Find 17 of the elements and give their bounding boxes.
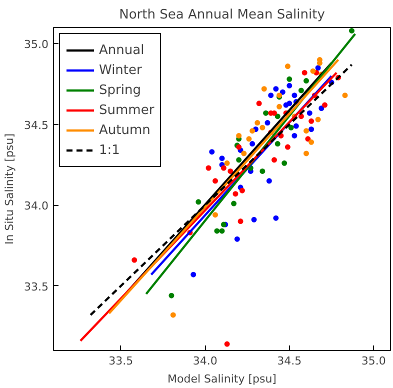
x-tick-label: 34.0 xyxy=(192,354,218,368)
y-tick-label: 34.5 xyxy=(24,118,49,132)
x-tick-label: 33.5 xyxy=(108,354,134,368)
y-axis-title: In Situ Salinity [psu] xyxy=(3,134,16,244)
legend-label: Spring xyxy=(99,82,141,98)
legend-label: 1:1 xyxy=(99,142,120,158)
y-tick-label: 33.5 xyxy=(24,280,49,294)
x-tick-label: 35.0 xyxy=(361,354,386,368)
x-tick-label: 34.5 xyxy=(277,354,302,368)
legend-label: Annual xyxy=(99,42,144,58)
y-tick-label: 34.0 xyxy=(24,200,49,213)
x-axis-title: Model Salinity [psu] xyxy=(168,372,276,386)
legend-label: Autumn xyxy=(99,122,150,138)
legend-label: Winter xyxy=(99,62,142,78)
y-tick-label: 35.0 xyxy=(24,38,49,52)
chart-title: North Sea Annual Mean Salinity xyxy=(119,8,326,22)
legend-label: Summer xyxy=(99,102,154,118)
